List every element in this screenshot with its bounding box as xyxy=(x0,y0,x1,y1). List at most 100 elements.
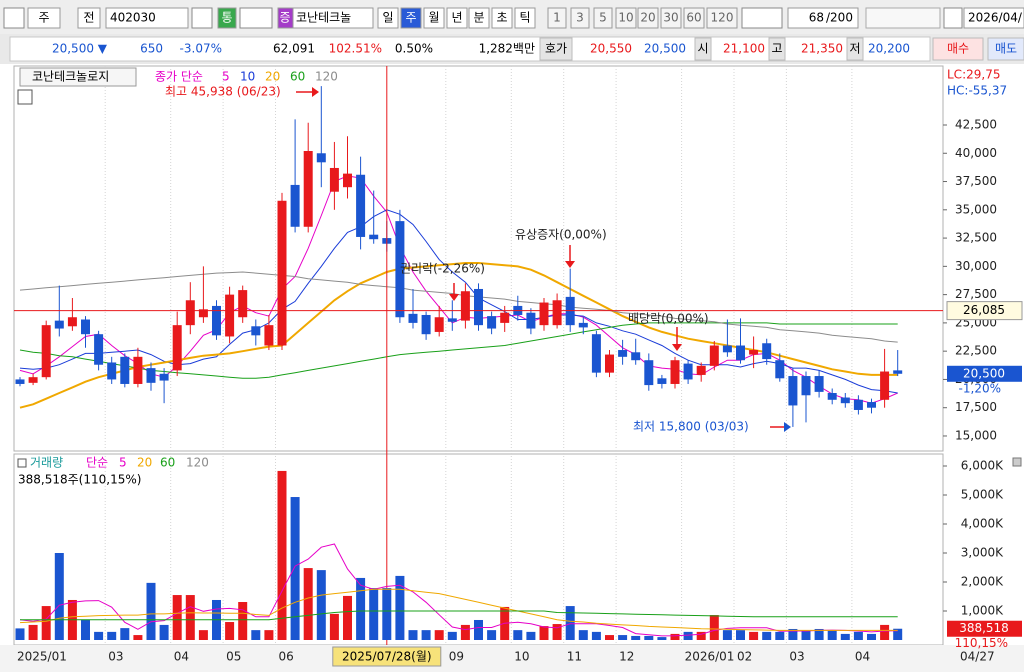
volume-bar xyxy=(814,628,824,640)
x-tick-label: 2025/01 xyxy=(17,650,67,664)
event-label: 권리락(-2,26%) xyxy=(400,262,485,276)
stock-name: 코난테크놀로지 xyxy=(32,70,109,84)
toolbar-button[interactable] xyxy=(593,7,613,29)
current-price-label: 20,500 xyxy=(963,366,1005,380)
volume-bar xyxy=(696,631,706,640)
volume-legend-entry: 20 xyxy=(137,456,152,470)
x-tick-label: 03 xyxy=(108,650,123,664)
volume-bar xyxy=(775,631,785,640)
toolbar-button[interactable] xyxy=(27,7,61,29)
toolbar-label: 2026/04/ xyxy=(968,11,1023,25)
volume-bar xyxy=(618,635,628,640)
x-tick-label: 12 xyxy=(619,650,634,664)
toolbar-button[interactable] xyxy=(706,7,738,29)
toolbar-button[interactable] xyxy=(491,7,513,29)
settings-button[interactable] xyxy=(943,7,963,29)
quote-cell xyxy=(694,37,712,61)
candle-body xyxy=(303,151,313,227)
toolbar-label: 일 xyxy=(382,11,393,25)
quote-cell[interactable] xyxy=(932,37,984,61)
crosshair-x-label: 2025/07/28(월) xyxy=(342,650,432,664)
toolbar-button[interactable] xyxy=(615,7,637,29)
volume-bar xyxy=(788,628,798,640)
candle-body xyxy=(893,370,903,374)
event-label: 유상증자(0,00%) xyxy=(515,228,607,242)
toolbar-button[interactable] xyxy=(446,7,468,29)
tool-buttons[interactable] xyxy=(865,7,941,29)
toolbar-button[interactable] xyxy=(683,7,705,29)
current-price-box xyxy=(947,365,1022,382)
candle-body xyxy=(434,317,444,332)
ma-line xyxy=(19,271,898,343)
toolbar-button[interactable] xyxy=(514,7,536,29)
candle-body xyxy=(198,309,208,318)
toolbar-button[interactable] xyxy=(637,7,659,29)
toolbar-button[interactable] xyxy=(660,7,682,29)
toolbar-button[interactable] xyxy=(377,7,399,29)
toolbar-button[interactable] xyxy=(787,7,859,29)
toolbar-button[interactable] xyxy=(423,7,445,29)
search-button[interactable] xyxy=(191,7,213,29)
y-tick-label: 32,500 xyxy=(955,231,997,245)
toolbar-label: 증 xyxy=(279,11,290,25)
volume-bar xyxy=(107,631,117,640)
quote-value: 0.50% xyxy=(395,42,433,56)
y-tick-label: 35,000 xyxy=(955,202,997,216)
ma-legend-prefix: 종가 단순 xyxy=(155,70,203,84)
volume-bar xyxy=(578,630,588,640)
quote-cell[interactable] xyxy=(987,37,1024,61)
menu-icon[interactable] xyxy=(3,7,25,29)
candle-body xyxy=(814,376,824,392)
toolbar-label: 전 xyxy=(83,11,94,25)
volume-bar xyxy=(408,630,418,640)
volume-current-box xyxy=(947,620,1022,637)
crosshair-y-box xyxy=(946,301,1023,321)
period-combo[interactable] xyxy=(741,7,783,29)
volume-bar xyxy=(329,613,339,640)
volume-bar xyxy=(120,628,130,640)
volume-bar xyxy=(303,568,313,640)
candle-body xyxy=(487,316,497,329)
volume-bar xyxy=(238,602,248,640)
candle-body xyxy=(264,325,274,346)
toolbar-button[interactable] xyxy=(105,7,189,29)
quote-value: 21,350 xyxy=(801,42,843,56)
volume-bar xyxy=(382,588,392,640)
volume-y-tick-label: 1,000K xyxy=(961,604,1004,618)
toolbar-button[interactable] xyxy=(400,7,422,29)
volume-bar xyxy=(657,637,667,640)
quote-value: 고 xyxy=(771,42,782,56)
toolbar-button[interactable] xyxy=(77,7,101,29)
ma-line xyxy=(19,588,898,631)
toolbar-button[interactable] xyxy=(468,7,490,29)
volume-bar xyxy=(395,575,405,640)
volume-y-tick-label: 4,000K xyxy=(961,517,1004,531)
toolbar-button[interactable] xyxy=(570,7,590,29)
pane-close[interactable] xyxy=(1012,457,1022,467)
table-icon[interactable] xyxy=(17,89,33,105)
volume-bar xyxy=(225,622,235,640)
toolbar-button[interactable] xyxy=(547,7,567,29)
toolbar-button[interactable] xyxy=(292,7,374,29)
y-tick-label: 22,500 xyxy=(955,344,997,358)
toolbar-label: 10 xyxy=(618,11,633,25)
toolbar-button[interactable] xyxy=(963,7,1024,29)
quote-value: -3.07% xyxy=(180,42,222,56)
volume-y-tick-label: 3,000K xyxy=(961,546,1004,560)
candle-body xyxy=(107,362,117,380)
volume-bar xyxy=(801,630,811,640)
quote-value: 20,500 ▼ xyxy=(52,42,108,56)
candle-body xyxy=(644,360,654,386)
x-tick-label: 06 xyxy=(279,650,294,664)
toolbar-button[interactable] xyxy=(217,7,237,29)
toolbar-label: 120 xyxy=(711,11,734,25)
x-tick-label: 03 xyxy=(789,650,804,664)
volume-bar xyxy=(840,633,850,640)
candle-body xyxy=(657,378,667,384)
candle-body xyxy=(840,397,850,404)
event-arrow-head xyxy=(565,261,575,268)
candle-body xyxy=(369,234,379,240)
sound-button[interactable] xyxy=(239,7,273,29)
volume-bar xyxy=(827,630,837,640)
crosshair-y-label: 26,085 xyxy=(963,303,1005,317)
